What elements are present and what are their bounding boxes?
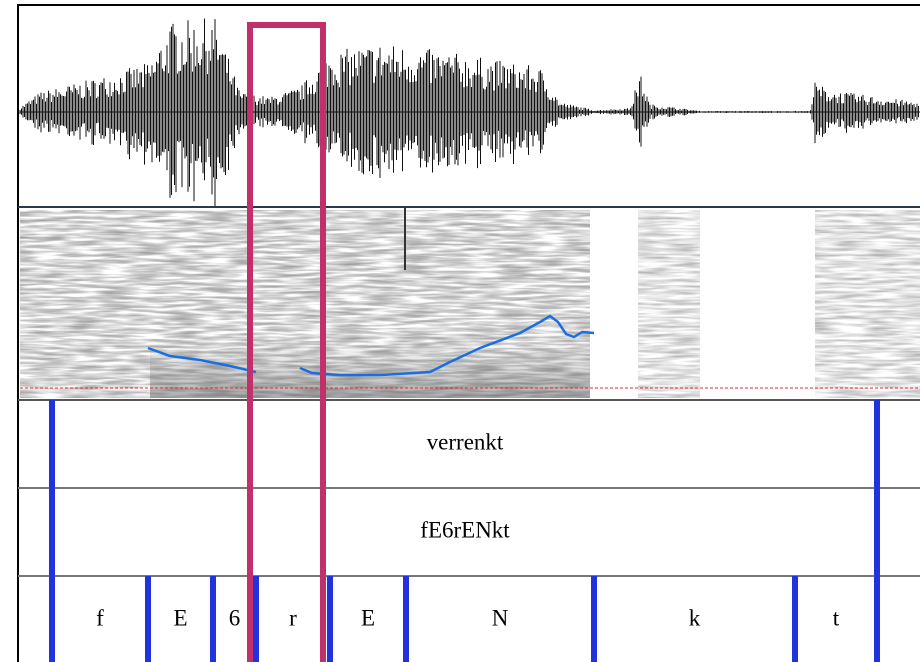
phone-label: E	[173, 605, 187, 630]
phone-label: f	[96, 605, 104, 630]
word-label: verrenkt	[427, 429, 504, 454]
canonical-label: fE6rENkt	[420, 517, 510, 542]
phone-label: 6	[229, 605, 241, 630]
praat-editor: verrenkt fE6rENkt fE6rENkt	[0, 0, 920, 662]
spectrogram-voicebar	[150, 340, 590, 398]
phone-label: r	[289, 605, 297, 630]
spectrogram-burst	[638, 210, 700, 398]
phone-label: k	[689, 605, 701, 630]
phone-label: E	[361, 605, 375, 630]
spectrogram-burst	[815, 210, 920, 398]
phone-label: N	[492, 605, 509, 630]
phone-label: t	[833, 605, 840, 630]
